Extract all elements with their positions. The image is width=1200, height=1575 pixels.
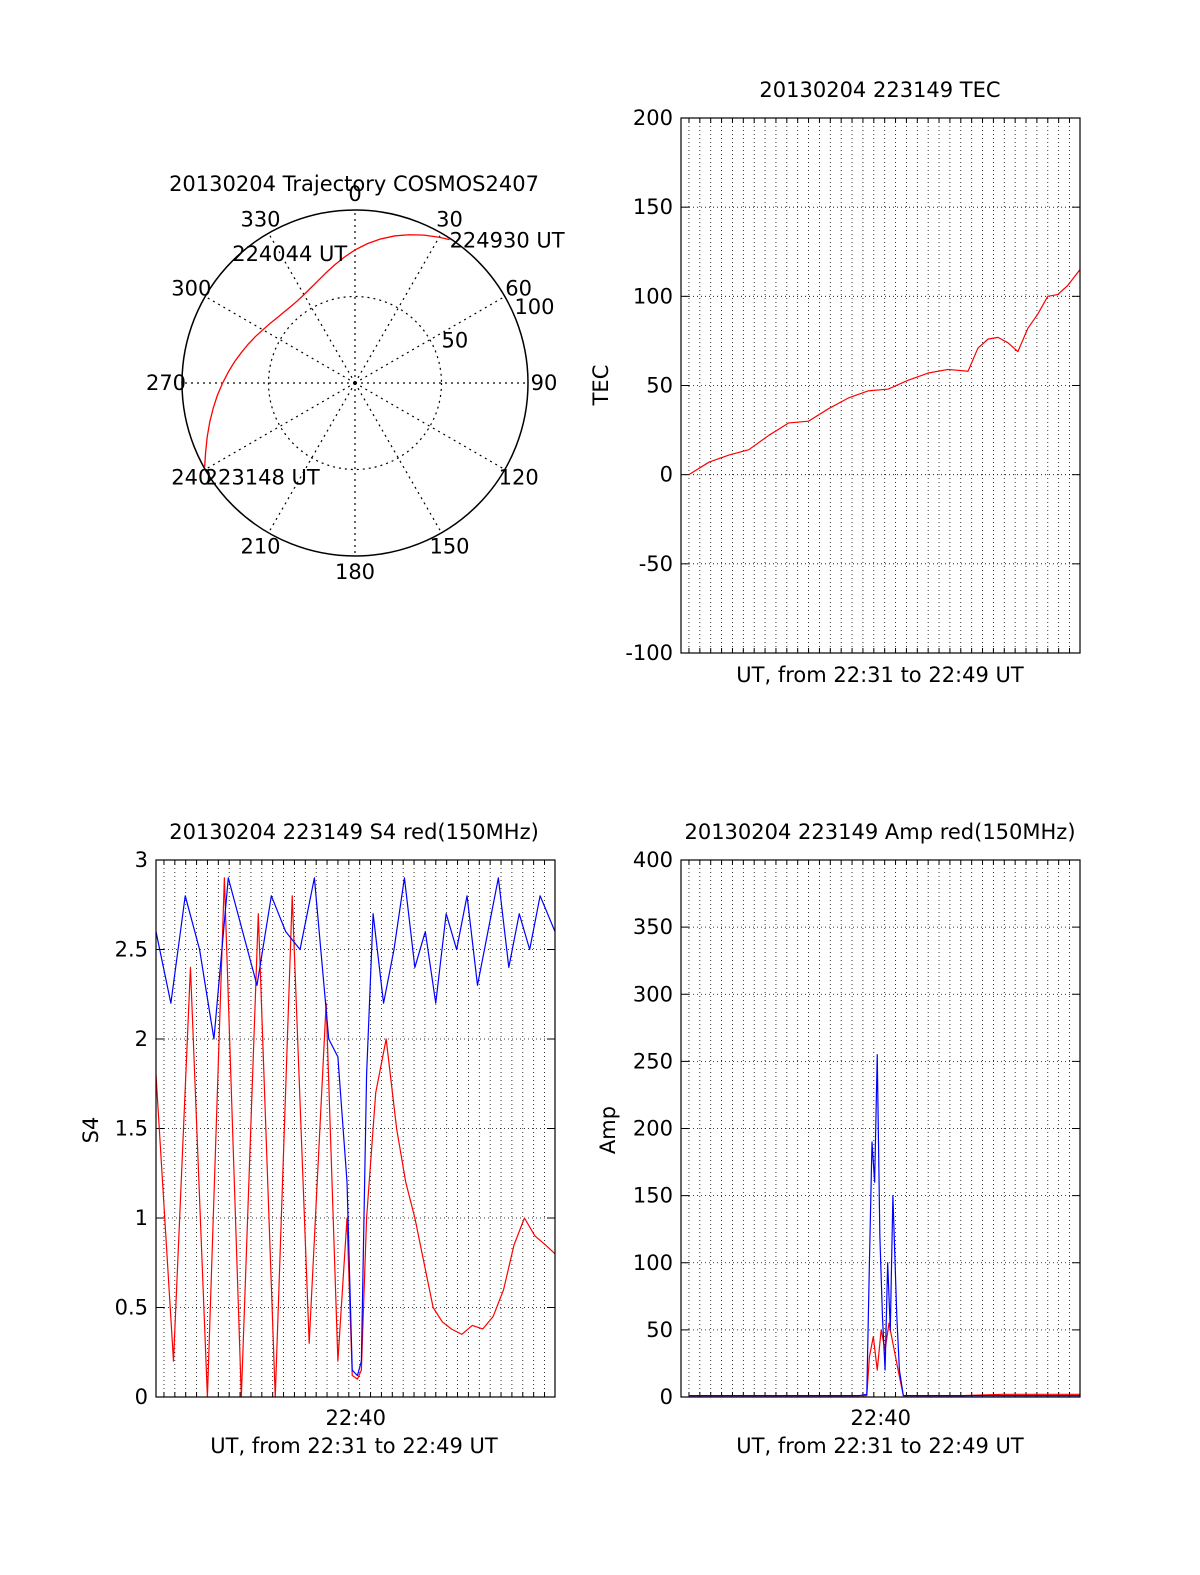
polar-ring [267, 295, 443, 471]
y-tick-label: 3 [135, 848, 148, 872]
y-tick-label: 200 [633, 1117, 673, 1141]
polar-spoke [204, 295, 356, 384]
polar-azimuth-label: 120 [499, 466, 539, 490]
polar-azimuth-label: 210 [240, 535, 280, 559]
plot-frame [680, 859, 1081, 1398]
amp-xlabel: UT, from 22:31 to 22:49 UT [736, 1434, 1024, 1458]
polar-grid [181, 209, 529, 557]
tec-title: 20130204 223149 TEC [759, 78, 1000, 102]
y-tick-label: -100 [625, 641, 673, 665]
polar-annotations: 224930 UT 224044 UT 223148 UT [205, 229, 565, 490]
y-tick-label: 1.5 [115, 1117, 148, 1141]
polar-spoke [354, 295, 506, 384]
y-tick-label: -50 [639, 552, 673, 576]
y-tick-label: 150 [633, 195, 673, 219]
trajectory-polar-plot: 20130204 Trajectory COSMOS2407 0 30 60 90 12… [146, 172, 565, 584]
polar-azimuth-label: 270 [146, 371, 186, 395]
polar-azimuth-label: 60 [505, 277, 532, 301]
series-line [688, 1054, 1080, 1397]
y-tick-label: 100 [633, 1251, 673, 1275]
s4-title: 20130204 223149 S4 red(150MHz) [169, 820, 539, 844]
series-line [688, 269, 1081, 476]
y-tick-label: 1 [135, 1206, 148, 1230]
x-tick-label: 22:40 [325, 1406, 386, 1430]
y-tick-label: 200 [633, 106, 673, 130]
series-line [155, 877, 556, 1377]
y-tick-label: 50 [646, 374, 673, 398]
polar-time-annotation: 223148 UT [205, 466, 320, 490]
polar-azimuth-label: 0 [348, 182, 361, 206]
y-tick-label: 0 [660, 1385, 673, 1409]
tec-xlabel: UT, from 22:31 to 22:49 UT [736, 663, 1024, 687]
polar-azimuth-label: 330 [240, 207, 280, 231]
s4-ylabel: S4 [79, 1117, 103, 1144]
trajectory-line [204, 234, 450, 467]
y-tick-label: 50 [646, 1318, 673, 1342]
polar-spoke [354, 382, 506, 471]
y-tick-label: 0.5 [115, 1296, 148, 1320]
polar-azimuth-label: 240 [171, 466, 211, 490]
polar-time-annotation: 224930 UT [450, 229, 565, 253]
plot-frame [680, 117, 1081, 654]
plot-frame [155, 859, 556, 1398]
polar-trajectory [204, 234, 450, 467]
s4-plot: 20130204 223149 S4 red(150MHz) UT, from … [79, 820, 556, 1458]
polar-title: 20130204 Trajectory COSMOS2407 [169, 172, 539, 196]
amp-title: 20130204 223149 Amp red(150MHz) [684, 820, 1075, 844]
polar-spoke [267, 382, 356, 534]
polar-azimuth-label: 90 [531, 371, 558, 395]
tec-plot: 20130204 223149 TEC UT, from 22:31 to 22… [589, 78, 1081, 687]
polar-radius-labels: 50 100 [442, 295, 555, 353]
polar-azimuth-labels: 0 30 60 90 120 150 180 210 240 270 300 330 [146, 182, 557, 584]
tec-plot-body: -100 -50 0 50 100 150 200 [625, 106, 1081, 665]
polar-azimuth-label: 30 [436, 207, 463, 231]
polar-time-annotation: 224044 UT [232, 242, 347, 266]
y-tick-label: 2 [135, 1027, 148, 1051]
y-tick-label: 0 [660, 463, 673, 487]
y-tick-label: 2.5 [115, 938, 148, 962]
amp-ylabel: Amp [596, 1106, 620, 1154]
series-line [155, 877, 556, 1398]
polar-spoke [354, 232, 443, 384]
polar-azimuth-label: 180 [335, 560, 375, 584]
polar-radius-label: 50 [442, 329, 469, 353]
y-tick-label: 0 [135, 1385, 148, 1409]
y-tick-label: 350 [633, 915, 673, 939]
y-tick-label: 150 [633, 1184, 673, 1208]
y-tick-label: 400 [633, 848, 673, 872]
tec-ylabel: TEC [589, 365, 613, 407]
y-tick-label: 250 [633, 1049, 673, 1073]
polar-ring [181, 209, 529, 557]
y-tick-label: 300 [633, 982, 673, 1006]
polar-spoke [204, 382, 356, 471]
polar-spoke [354, 382, 443, 534]
polar-radius-label: 100 [514, 295, 554, 319]
polar-azimuth-label: 300 [171, 277, 211, 301]
amp-plot-body: 0 50 100 150 200 250 300 350 400 22:40 [633, 848, 1081, 1430]
x-tick-label: 22:40 [850, 1406, 911, 1430]
s4-xlabel: UT, from 22:31 to 22:49 UT [210, 1434, 498, 1458]
s4-plot-body: 0 0.5 1 1.5 2 2.5 3 22:40 [115, 848, 556, 1430]
amp-plot: 20130204 223149 Amp red(150MHz) UT, from… [596, 820, 1081, 1458]
y-tick-label: 100 [633, 284, 673, 308]
polar-azimuth-label: 150 [429, 535, 469, 559]
polar-spoke [267, 232, 356, 384]
